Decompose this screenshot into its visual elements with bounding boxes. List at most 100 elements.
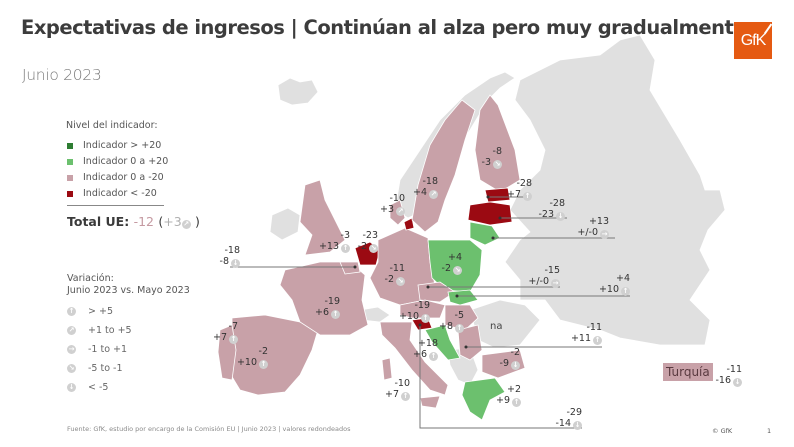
croatia	[424, 324, 461, 361]
arrow-up-icon: ↑	[259, 360, 268, 369]
arrow-down-right-icon: ↘	[369, 244, 378, 253]
arrow-up-icon: ↑	[455, 324, 464, 333]
label-greece: +2 +9 ↑	[495, 384, 521, 407]
leader-lines	[230, 196, 630, 429]
label-lithuania: +13 +/-0 →	[577, 216, 609, 239]
arrow-down-right-icon: ↘	[453, 266, 462, 275]
arrow-up-icon: ↑	[341, 244, 350, 253]
label-bulgaria: -2 -9 ↓	[499, 347, 520, 370]
sweden	[411, 99, 476, 233]
arrow-down-icon: ↓	[733, 378, 742, 387]
label-finland: -8 -3 ↘	[481, 146, 502, 169]
label-latvia: -28 -23 ↓	[538, 198, 565, 221]
label-belgium: -18 -8 ↓	[219, 245, 240, 268]
hungary	[444, 304, 479, 331]
page-number: 1	[767, 427, 772, 435]
arrow-up-right-icon: ↗	[396, 207, 405, 216]
sicily	[419, 395, 441, 409]
arrow-down-right-icon: ↘	[67, 364, 76, 373]
arrow-up-icon: ↑	[621, 287, 630, 296]
latvia	[467, 201, 513, 226]
legend-divider	[67, 205, 164, 206]
legend-item: Indicador 0 a -20	[67, 172, 164, 183]
arrow-down-right-icon: ↘	[493, 160, 502, 169]
arrow-down-right-icon: ↘	[396, 277, 405, 286]
arrow-down-icon: ↓	[573, 421, 582, 430]
legend-item: Indicador 0 a +20	[67, 156, 168, 167]
austria	[399, 299, 446, 319]
page-title: Expectativas de ingresos | Continúan al …	[21, 16, 747, 39]
arrow-up-right-icon: ↗	[67, 326, 76, 335]
label-czechia: -15 +/-0 →	[528, 265, 560, 288]
uk	[299, 179, 346, 256]
slovakia	[447, 289, 479, 306]
label-germany: -11 -2 ↘	[384, 263, 405, 286]
variation-legend-title: Variación: Junio 2023 vs. Mayo 2023	[67, 273, 190, 296]
arrow-right-icon: →	[67, 345, 76, 354]
arrow-up-icon: ↑	[229, 335, 238, 344]
lithuania	[469, 221, 501, 246]
label-poland: +4 -2 ↘	[441, 252, 462, 275]
label-uk-ireland: -3 +13 ↑	[318, 230, 350, 253]
label-netherlands: -23 -2 ↘	[357, 230, 378, 253]
arrow-up-right-icon: ↗	[181, 220, 191, 229]
label-portugal: -7 +7 ↑	[212, 321, 238, 344]
label-hungary: -5 +8 ↑	[438, 310, 464, 333]
swatch-dark-green	[67, 142, 73, 149]
label-denmark: -10 +3 ↗	[379, 193, 405, 216]
arrow-down-icon: ↓	[231, 259, 240, 268]
arrow-down-icon: ↓	[511, 361, 520, 370]
variation-item: ↑ > +5	[67, 306, 113, 317]
arrow-up-icon: ↑	[512, 398, 521, 407]
swatch-dark-red	[67, 190, 73, 197]
leader-dots	[353, 195, 502, 349]
page-subtitle: Junio 2023	[22, 66, 102, 84]
arrow-right-icon: →	[551, 279, 560, 288]
arrow-up-icon: ↑	[401, 392, 410, 401]
label-spain: -2 +10 ↑	[236, 346, 268, 369]
arrow-up-right-icon: ↗	[429, 190, 438, 199]
arrow-right-icon: →	[600, 230, 609, 239]
arrow-up-icon: ↑	[429, 352, 438, 361]
swatch-light-green	[67, 158, 73, 165]
label-austria: -19 +10 ↑	[398, 300, 430, 323]
label-slovenia: -29 -14 ↓	[555, 407, 582, 430]
variation-item: ↗ +1 to +5	[67, 325, 132, 336]
arrow-up-icon: ↑	[421, 314, 430, 323]
eu-total: Total UE: -12 (+3 ↗ )	[67, 214, 200, 229]
italy	[379, 321, 449, 396]
sardinia	[381, 357, 393, 381]
label-sweden: -18 +4 ↗	[412, 176, 438, 199]
serbia	[457, 324, 483, 361]
greece	[461, 377, 506, 421]
source-note: Fuente: GfK, estudio por encargo de la C…	[67, 425, 351, 433]
arrow-down-icon: ↓	[556, 212, 565, 221]
eu-countries	[217, 94, 526, 421]
label-serbia: -11 +11 ↑	[570, 322, 602, 345]
label-romania-na: na	[490, 321, 503, 332]
legend-item: Indicador < -20	[67, 188, 157, 199]
arrow-up-icon: ↑	[331, 310, 340, 319]
variation-item: → -1 to +1	[67, 344, 128, 355]
turkey-box: Turquía	[663, 363, 713, 381]
legend-title: Nivel del indicador:	[66, 120, 158, 131]
arrow-up-icon: ↑	[523, 192, 532, 201]
arrow-down-icon: ↓	[67, 383, 76, 392]
swatch-pink	[67, 174, 73, 181]
label-italy: -10 +7 ↑	[384, 378, 410, 401]
bulgaria	[481, 349, 526, 379]
copyright: © GfK	[712, 427, 733, 435]
label-france: -19 +6 ↑	[314, 296, 340, 319]
denmark-island	[403, 217, 415, 231]
arrow-up-icon: ↑	[67, 307, 76, 316]
variation-item: ↘ -5 to -1	[67, 363, 123, 374]
label-croatia: +18 +6 ↑	[412, 338, 438, 361]
label-turkey: -11 -16 ↓	[715, 364, 742, 387]
belgium	[339, 261, 361, 275]
label-slovakia: +4 +10 ↑	[598, 273, 630, 296]
variation-item: ↓ < -5	[67, 382, 109, 393]
gfk-logo: GfK	[734, 22, 773, 59]
arrow-up-icon: ↑	[593, 336, 602, 345]
legend-item: Indicador > +20	[67, 140, 161, 151]
